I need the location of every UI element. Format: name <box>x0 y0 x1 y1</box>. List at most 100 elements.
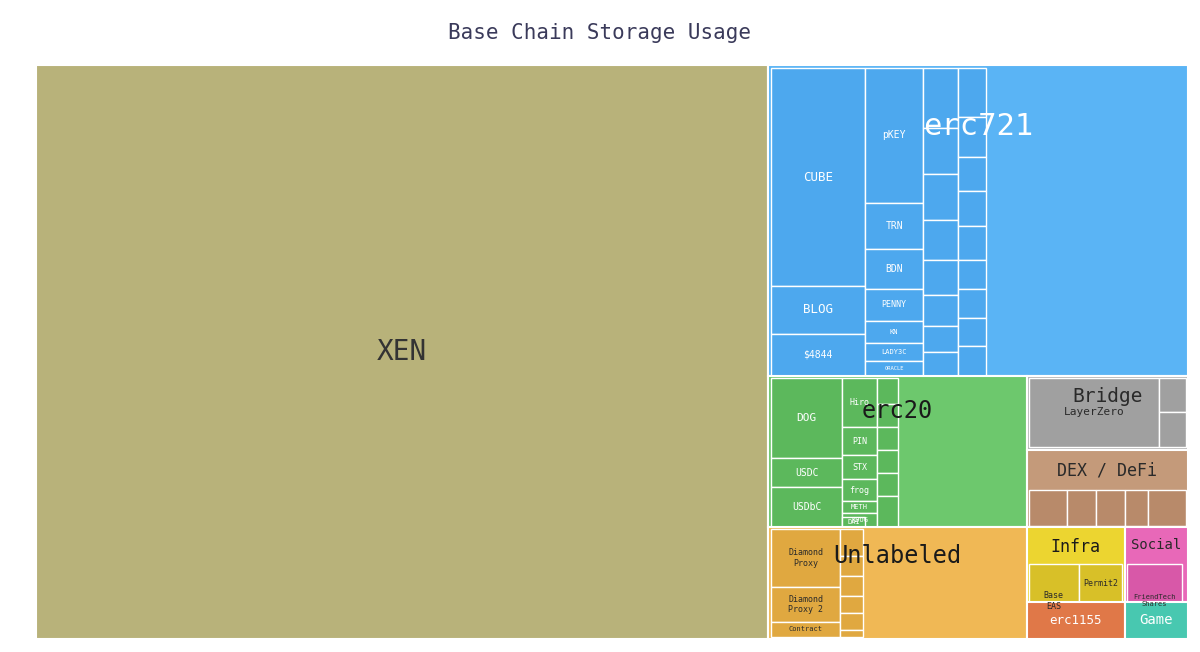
Bar <box>1079 602 1108 637</box>
Bar <box>865 203 923 249</box>
Bar <box>923 128 958 174</box>
Bar <box>958 68 986 117</box>
Bar <box>842 426 877 455</box>
Bar <box>768 376 1027 527</box>
Text: BDN: BDN <box>886 264 904 274</box>
Bar <box>1096 490 1124 526</box>
Bar <box>840 576 863 596</box>
Bar <box>1147 490 1186 526</box>
Text: Unlabeled: Unlabeled <box>833 544 961 568</box>
Text: Base Chain Storage Usage: Base Chain Storage Usage <box>449 23 751 43</box>
Bar <box>842 455 877 479</box>
Bar <box>923 326 958 352</box>
Bar <box>770 286 865 334</box>
Text: CUBE: CUBE <box>803 171 833 184</box>
Text: DOG: DOG <box>797 413 817 423</box>
Bar <box>770 334 865 376</box>
Bar <box>1124 602 1188 639</box>
Bar <box>1027 450 1188 527</box>
Bar <box>865 249 923 289</box>
Bar <box>958 192 986 226</box>
Text: Bridge: Bridge <box>1072 387 1142 406</box>
Bar <box>1027 376 1188 450</box>
Text: KN: KN <box>890 329 899 335</box>
Text: Game: Game <box>1140 614 1174 627</box>
Bar <box>1030 565 1079 637</box>
Bar <box>770 622 840 637</box>
Bar <box>1127 565 1182 637</box>
Bar <box>768 65 1188 376</box>
Bar <box>865 68 923 203</box>
Text: STX: STX <box>852 463 868 472</box>
Text: erc20: erc20 <box>862 399 932 422</box>
Text: LayerZero: LayerZero <box>1063 408 1124 417</box>
Bar <box>877 426 898 450</box>
Bar <box>1124 527 1188 602</box>
Text: pKEY: pKEY <box>882 130 906 140</box>
Text: erc1155: erc1155 <box>1050 614 1102 627</box>
Text: ORACLE: ORACLE <box>884 366 904 371</box>
Bar <box>842 517 865 527</box>
Text: USDC: USDC <box>794 467 818 477</box>
Text: Diamond
Proxy 2: Diamond Proxy 2 <box>788 595 823 614</box>
Bar <box>1127 616 1147 637</box>
Text: PENNY: PENNY <box>882 300 907 309</box>
Bar <box>958 260 986 289</box>
Text: DEX / DeFi: DEX / DeFi <box>1057 461 1157 479</box>
Bar <box>770 487 842 527</box>
Bar <box>923 295 958 326</box>
Bar <box>865 289 923 321</box>
Bar <box>923 68 958 128</box>
Bar <box>865 321 923 344</box>
Bar <box>1159 378 1186 412</box>
Bar <box>1067 490 1096 526</box>
Bar <box>877 378 898 404</box>
Text: BLOG: BLOG <box>803 303 833 316</box>
Bar <box>842 479 877 501</box>
Bar <box>923 352 958 376</box>
Bar <box>1108 602 1122 637</box>
Bar <box>865 344 923 361</box>
Bar <box>36 65 768 639</box>
Bar <box>958 318 986 346</box>
Bar <box>770 458 842 487</box>
Bar <box>1030 490 1067 526</box>
Bar <box>840 556 863 576</box>
Bar <box>923 260 958 295</box>
Bar <box>958 117 986 157</box>
Bar <box>958 346 986 376</box>
Text: $4844: $4844 <box>804 350 833 360</box>
Text: Infra: Infra <box>1051 539 1100 556</box>
Bar <box>840 630 863 637</box>
Bar <box>1124 490 1147 526</box>
Text: Hiro: Hiro <box>850 398 870 407</box>
Bar <box>1027 527 1124 602</box>
Text: Social: Social <box>1132 539 1182 552</box>
Bar <box>842 512 877 527</box>
Text: FriendTech
Shares: FriendTech Shares <box>1133 595 1176 607</box>
Bar <box>1079 565 1122 602</box>
Bar <box>840 613 863 630</box>
Bar <box>768 527 1027 639</box>
Text: Contract: Contract <box>788 627 822 632</box>
Text: Base
EAS: Base EAS <box>1044 591 1063 610</box>
Bar <box>842 378 877 426</box>
Bar <box>923 220 958 260</box>
Bar <box>1030 378 1159 447</box>
Bar <box>865 361 923 376</box>
Text: TRN: TRN <box>886 221 904 231</box>
Text: frog: frog <box>850 486 870 495</box>
Text: METH: METH <box>851 504 868 510</box>
Bar <box>1027 602 1124 639</box>
Bar <box>958 289 986 318</box>
Text: USDbC: USDbC <box>792 502 821 512</box>
Bar <box>840 596 863 613</box>
Text: DAI: DAI <box>847 519 860 526</box>
Bar <box>770 529 840 587</box>
Bar <box>770 587 840 622</box>
Bar <box>958 226 986 260</box>
Bar <box>958 157 986 192</box>
Bar <box>770 68 865 286</box>
Text: erc721: erc721 <box>923 112 1033 141</box>
Text: LADY3C: LADY3C <box>882 349 907 355</box>
